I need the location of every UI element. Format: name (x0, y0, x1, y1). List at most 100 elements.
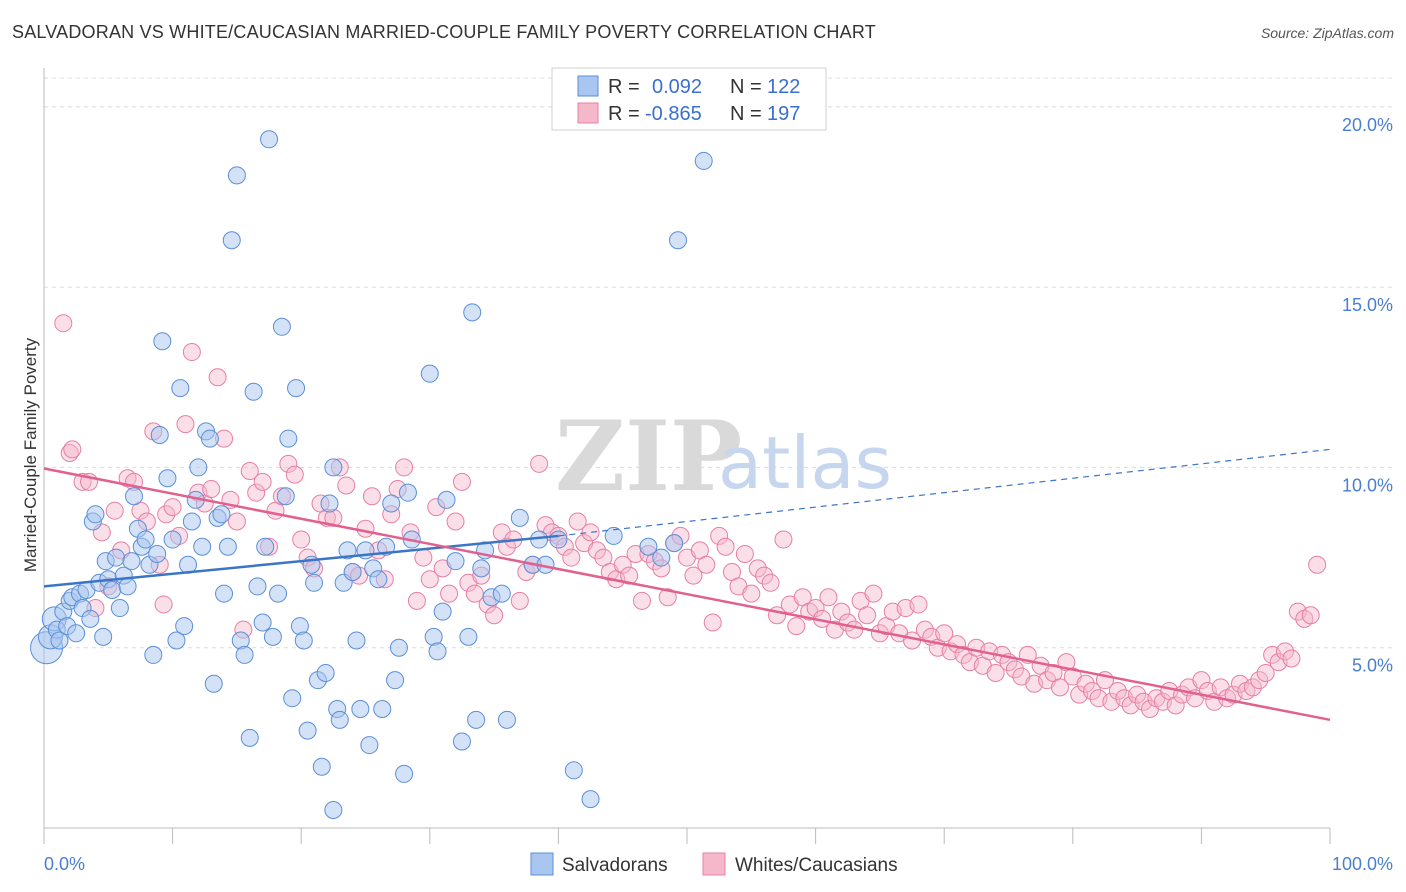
data-point-salvadorans (110, 599, 129, 618)
data-point-salvadorans (420, 364, 439, 383)
data-point-salvadorans (338, 541, 357, 560)
data-point-salvadorans (153, 332, 172, 351)
data-point-salvadorans (215, 584, 234, 603)
data-point-salvadorans (467, 710, 486, 729)
y-tick-label: 5.0% (1352, 656, 1393, 676)
data-point-salvadorans (189, 458, 208, 477)
data-point-salvadorans (227, 166, 246, 185)
data-point-whites (909, 595, 928, 614)
data-point-salvadorans (103, 581, 122, 600)
data-point-whites (806, 599, 825, 618)
data-point-whites (1083, 681, 1102, 700)
data-point-whites (755, 566, 774, 585)
axes (43, 68, 1331, 844)
data-point-salvadorans (324, 800, 343, 819)
data-point-whites (530, 454, 549, 473)
data-point-whites (562, 548, 581, 567)
data-point-salvadorans (253, 613, 272, 632)
data-point-salvadorans (377, 537, 396, 556)
data-point-whites (1275, 642, 1294, 661)
bottom-legend-swatch-blue (530, 852, 554, 876)
data-point-salvadorans (639, 537, 658, 556)
data-point-salvadorans (433, 602, 452, 621)
data-point-whites (105, 501, 124, 520)
data-point-salvadorans (472, 559, 491, 578)
data-point-salvadorans (81, 609, 100, 628)
data-point-salvadorans (182, 512, 201, 531)
data-point-salvadorans (497, 710, 516, 729)
data-point-salvadorans (298, 721, 317, 740)
data-point-salvadorans (652, 548, 671, 567)
data-point-whites (935, 624, 954, 643)
data-point-whites (1076, 674, 1095, 693)
data-point-salvadorans (320, 494, 339, 513)
data-point-salvadorans (50, 631, 69, 650)
data-point-whites (420, 570, 439, 589)
trend-line-salvadorans (43, 534, 559, 588)
data-point-salvadorans (360, 736, 379, 755)
bottom-legend-whites: Whites/Caucasians (735, 855, 898, 876)
data-point-whites (247, 483, 266, 502)
y-axis-label: Married-Couple Family Poverty (21, 337, 40, 572)
data-point-salvadorans (389, 638, 408, 657)
legend-r-value: 0.092 (652, 76, 702, 98)
trend-line-whites (43, 467, 1331, 722)
data-point-salvadorans (428, 642, 447, 661)
data-point-salvadorans (316, 663, 335, 682)
legend-swatch-blue (577, 75, 599, 97)
data-point-whites (684, 566, 703, 585)
data-point-salvadorans (171, 379, 190, 398)
data-point-whites (452, 472, 471, 491)
data-point-whites (1128, 685, 1147, 704)
data-point-salvadorans (347, 631, 366, 650)
data-point-whites (240, 462, 259, 481)
data-point-salvadorans (279, 429, 298, 448)
data-point-whites (279, 454, 298, 473)
data-point-salvadorans (395, 764, 414, 783)
legend-n-value: 197 (767, 103, 800, 125)
data-point-salvadorans (175, 617, 194, 636)
data-point-salvadorans (668, 231, 687, 250)
data-point-whites (1243, 678, 1262, 697)
data-point-whites (658, 588, 677, 607)
source-label: Source: ZipAtlas.com (1260, 25, 1394, 41)
data-point-salvadorans (510, 508, 529, 527)
data-point-whites (292, 530, 311, 549)
data-point-salvadorans (459, 627, 478, 646)
data-point-whites (1301, 606, 1320, 625)
data-point-salvadorans (163, 530, 182, 549)
data-point-salvadorans (122, 552, 141, 571)
data-point-salvadorans (330, 710, 349, 729)
data-point-whites (208, 368, 227, 387)
data-point-whites (832, 602, 851, 621)
data-point-salvadorans (269, 584, 288, 603)
data-point-whites (1250, 671, 1269, 690)
data-point-salvadorans (294, 631, 313, 650)
legend-n-label: N = (730, 103, 762, 125)
data-point-whites (703, 613, 722, 632)
data-point-whites (285, 465, 304, 484)
data-point-whites (407, 591, 426, 610)
data-point-salvadorans (283, 689, 302, 708)
data-point-whites (581, 523, 600, 542)
data-point-salvadorans (118, 577, 137, 596)
data-point-whites (1256, 663, 1275, 682)
data-point-whites (632, 591, 651, 610)
data-point-salvadorans (382, 494, 401, 513)
data-point-salvadorans (167, 631, 186, 650)
data-point-whites (915, 620, 934, 639)
data-point-whites (485, 606, 504, 625)
data-point-whites (587, 541, 606, 560)
watermark: ZIP atlas (555, 400, 892, 513)
data-point-whites (697, 555, 716, 574)
series-legend: Salvadorans Whites/Caucasians (530, 852, 898, 876)
y-tick-label: 10.0% (1342, 475, 1393, 495)
data-point-salvadorans (244, 382, 263, 401)
data-point-whites (154, 595, 173, 614)
data-point-salvadorans (260, 130, 279, 149)
trend-line-salvadorans-extension (558, 448, 1331, 537)
bottom-legend-salvadorans: Salvadorans (562, 855, 668, 876)
data-point-whites (440, 584, 459, 603)
data-point-salvadorans (276, 487, 295, 506)
data-point-salvadorans (107, 548, 126, 567)
